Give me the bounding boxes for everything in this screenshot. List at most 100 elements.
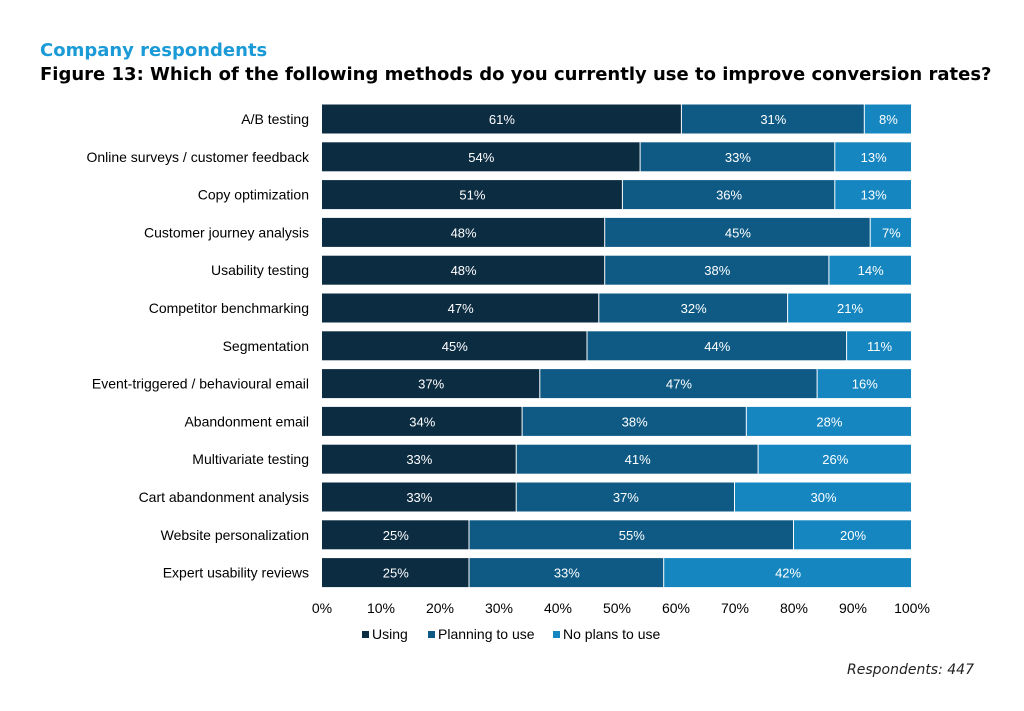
chart-title: Figure 13: Which of the following method… xyxy=(40,64,992,85)
data-label: 37% xyxy=(418,377,444,392)
x-tick-label: 60% xyxy=(662,600,690,616)
data-label: 34% xyxy=(409,414,435,429)
x-tick-label: 20% xyxy=(426,600,454,616)
legend-label: Planning to use xyxy=(438,626,535,642)
bar-segment xyxy=(516,444,758,474)
data-label: 42% xyxy=(775,566,801,581)
bar-segment xyxy=(322,331,587,361)
data-label: 38% xyxy=(704,263,730,278)
x-tick-label: 40% xyxy=(544,600,572,616)
bar-segment xyxy=(681,104,864,134)
legend-label: Using xyxy=(372,626,408,642)
bar-segment xyxy=(622,180,835,210)
bar-segment xyxy=(605,255,829,285)
bar-segment xyxy=(829,255,911,285)
data-label: 37% xyxy=(613,490,639,505)
bar-segment xyxy=(322,104,681,134)
bar-segment xyxy=(322,482,516,512)
x-tick-label: 70% xyxy=(721,600,749,616)
category-label: Cart abandonment analysis xyxy=(139,489,309,505)
data-label: 13% xyxy=(861,188,887,203)
data-label: 33% xyxy=(554,566,580,581)
x-tick-label: 30% xyxy=(485,600,513,616)
bar-segment xyxy=(664,558,911,588)
category-label: Abandonment email xyxy=(184,413,309,429)
data-label: 11% xyxy=(867,339,892,354)
data-label: 26% xyxy=(822,452,848,467)
category-label: Online surveys / customer feedback xyxy=(86,149,310,165)
bar-segment xyxy=(522,406,746,436)
bar-segment xyxy=(835,142,911,172)
category-label: Website personalization xyxy=(161,527,309,543)
legend-swatch xyxy=(553,631,560,638)
bar-segment xyxy=(864,104,911,134)
category-label: Multivariate testing xyxy=(192,451,309,467)
bar-segment xyxy=(835,180,911,210)
x-tick-label: 80% xyxy=(780,600,808,616)
data-label: 8% xyxy=(879,112,898,127)
bar-segment xyxy=(322,142,640,172)
data-label: 54% xyxy=(468,150,494,165)
bar-segment xyxy=(735,482,911,512)
data-label: 25% xyxy=(383,528,409,543)
x-tick-label: 100% xyxy=(894,600,930,616)
bar-segment xyxy=(322,217,605,247)
bar-segment xyxy=(469,558,664,588)
data-label: 55% xyxy=(619,528,645,543)
bar-segment xyxy=(758,444,911,474)
data-label: 32% xyxy=(681,301,707,316)
data-label: 48% xyxy=(451,263,477,278)
chart-subheading: Company respondents xyxy=(40,40,268,61)
data-label: 20% xyxy=(840,528,866,543)
bar-segment xyxy=(540,369,817,399)
category-label: Copy optimization xyxy=(198,187,309,203)
category-label: Usability testing xyxy=(211,262,309,278)
category-label: A/B testing xyxy=(241,111,309,127)
category-label: Event-triggered / behavioural email xyxy=(92,376,309,392)
bar-segment xyxy=(322,406,522,436)
bar-segment xyxy=(605,217,870,247)
data-label: 16% xyxy=(852,377,878,392)
data-label: 33% xyxy=(725,150,751,165)
data-label: 45% xyxy=(442,339,468,354)
data-label: 21% xyxy=(837,301,863,316)
data-label: 31% xyxy=(760,112,786,127)
bar-segment xyxy=(469,520,793,550)
category-label: Segmentation xyxy=(223,338,309,354)
data-label: 28% xyxy=(816,414,842,429)
bar-segment xyxy=(322,558,469,588)
bar-segment xyxy=(322,255,605,285)
category-label: Expert usability reviews xyxy=(163,565,309,581)
legend-label: No plans to use xyxy=(563,626,660,642)
data-label: 25% xyxy=(383,566,409,581)
data-label: 41% xyxy=(625,452,651,467)
legend-swatch xyxy=(428,631,435,638)
data-label: 30% xyxy=(810,490,836,505)
bar-segment xyxy=(640,142,835,172)
data-label: 45% xyxy=(725,225,751,240)
bar-segment xyxy=(322,520,469,550)
category-label: Customer journey analysis xyxy=(144,224,309,240)
bar-segment xyxy=(322,180,622,210)
bar-segment xyxy=(516,482,734,512)
respondents-note: Respondents: 447 xyxy=(846,662,974,678)
bar-segment xyxy=(788,293,911,323)
bar-segment xyxy=(587,331,847,361)
x-tick-label: 90% xyxy=(839,600,867,616)
bar-segment xyxy=(322,293,599,323)
data-label: 33% xyxy=(406,452,432,467)
bar-segment xyxy=(322,369,540,399)
data-label: 44% xyxy=(704,339,730,354)
x-tick-label: 50% xyxy=(603,600,631,616)
bar-segment xyxy=(746,406,911,436)
data-label: 38% xyxy=(622,414,648,429)
data-label: 13% xyxy=(861,150,887,165)
x-tick-label: 0% xyxy=(312,600,332,616)
bar-segment xyxy=(794,520,911,550)
data-label: 7% xyxy=(882,225,901,240)
data-label: 47% xyxy=(448,301,474,316)
bar-segment xyxy=(599,293,788,323)
bar-segment xyxy=(322,444,516,474)
